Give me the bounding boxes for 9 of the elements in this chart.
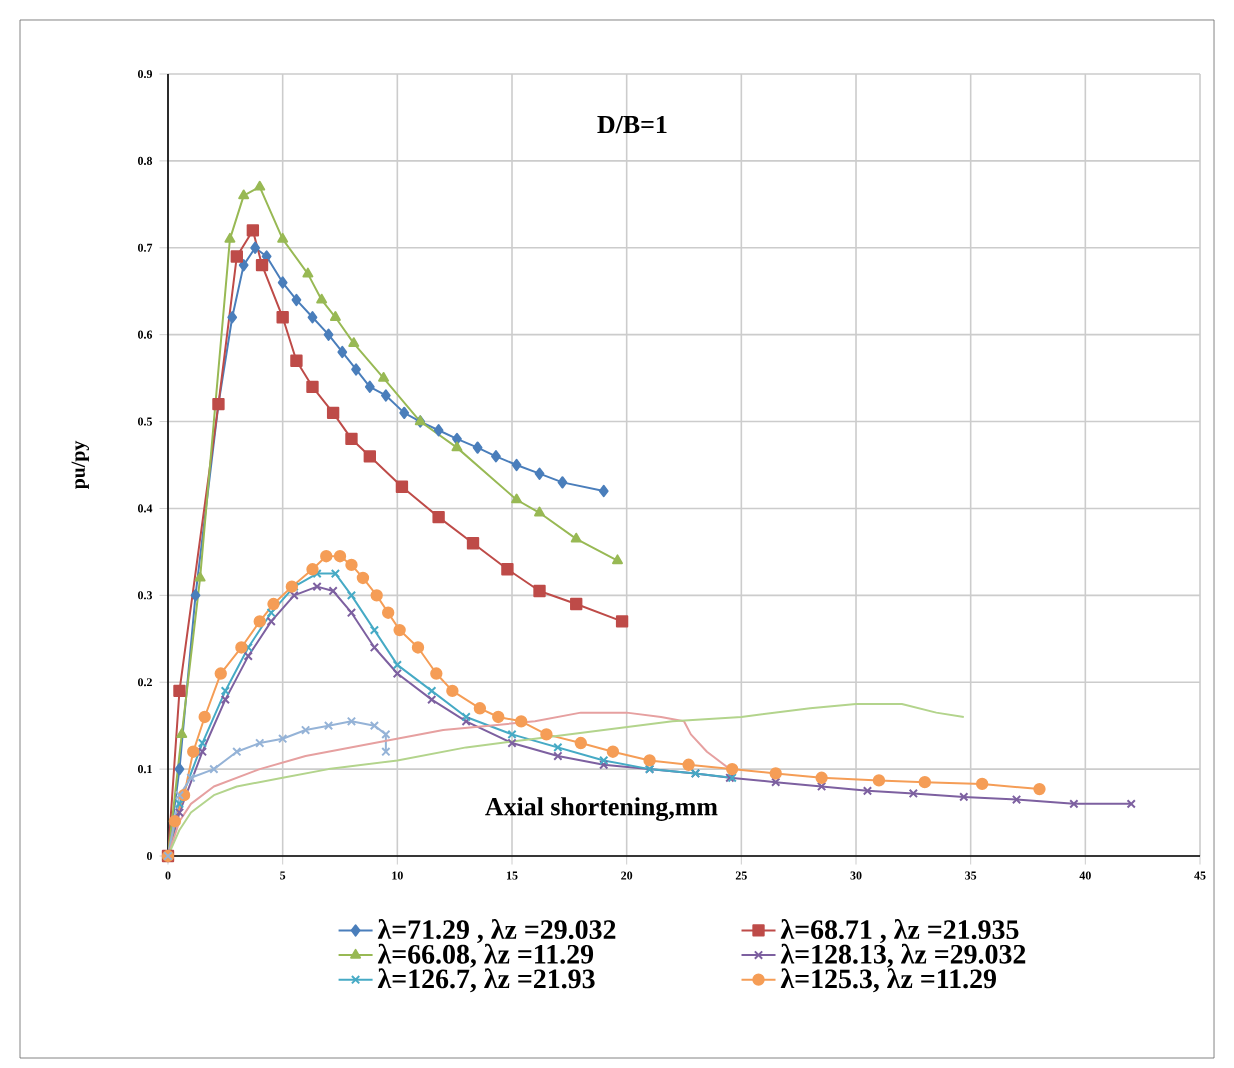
y-axis-title: pu/py xyxy=(71,440,89,490)
legend-label: λ=68.71 , λz =21.935 xyxy=(780,919,1019,944)
legend-label: λ=128.13, λz =29.032 xyxy=(780,943,1026,968)
legend-label: λ=125.3, λz =11.29 xyxy=(780,968,996,993)
legend-label: λ=66.08, λz =11.29 xyxy=(377,943,594,968)
legend-label: λ=126.7, λz =21.93 xyxy=(377,968,595,993)
x-axis-title: Axial shortening,mm xyxy=(485,797,718,821)
text: D/B=1 xyxy=(597,115,667,134)
legend-label: λ=71.29 , λz =29.032 xyxy=(377,919,616,944)
